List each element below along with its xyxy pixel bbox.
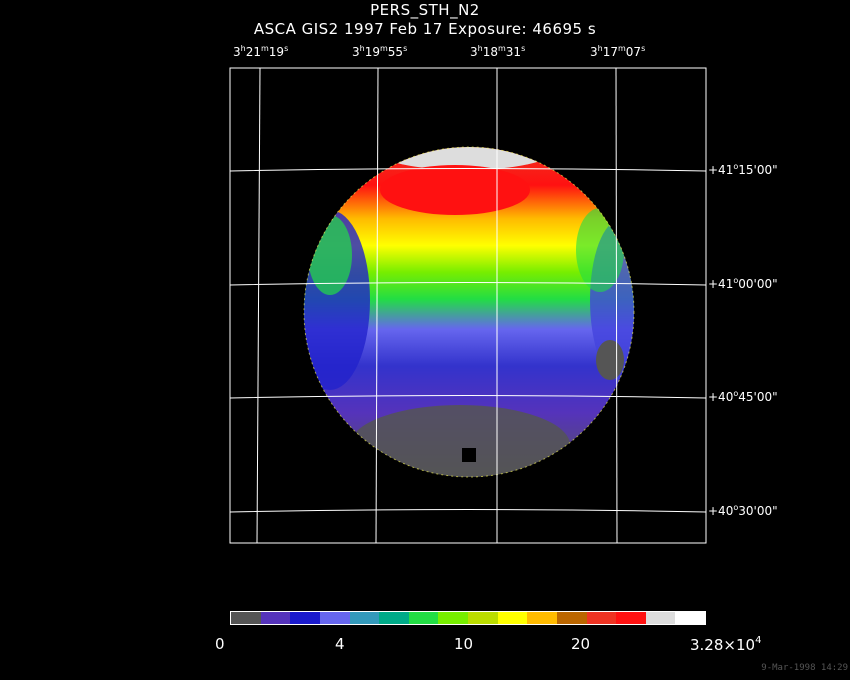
colorbar-segment <box>438 612 468 624</box>
colorbar-segment <box>527 612 557 624</box>
ra-tick-label: 3h17m07s <box>590 44 646 59</box>
colorbar-tick-label: 10 <box>454 635 474 653</box>
dec-tick-label: +40o30'00" <box>708 503 778 518</box>
coordinate-grid <box>229 67 707 544</box>
dec-tick-label: +41o15'00" <box>708 162 778 177</box>
colorbar-segment <box>645 612 676 624</box>
colorbar-segment <box>349 612 380 624</box>
ra-tick-label: 3h18m31s <box>470 44 526 59</box>
colorbar-segment <box>556 612 587 624</box>
colorbar-segment <box>468 612 498 624</box>
colorbar <box>230 611 706 625</box>
plot-subtitle: ASCA GIS2 1997 Feb 17 Exposure: 46695 s <box>253 20 597 38</box>
colorbar-segment <box>231 612 261 624</box>
detector-image <box>304 147 634 477</box>
ra-tick-label: 3h19m55s <box>352 44 408 59</box>
colorbar-segment <box>379 612 409 624</box>
colorbar-segment <box>319 612 350 624</box>
colorbar-segment <box>586 612 617 624</box>
colorbar-segment <box>675 612 705 624</box>
colorbar-tick-label: 4 <box>335 635 345 653</box>
plot-title: PERS_STH_N2 <box>370 1 480 19</box>
colorbar-segment <box>260 612 291 624</box>
colorbar-segment <box>616 612 646 624</box>
colorbar-segment <box>290 612 320 624</box>
colorbar-max-label: 3.28×104 <box>690 635 762 654</box>
colorbar-segment <box>408 612 439 624</box>
colorbar-tick-label: 0 <box>215 635 225 653</box>
colorbar-segment <box>497 612 528 624</box>
timestamp: 9-Mar-1998 14:29 <box>761 663 848 673</box>
dec-tick-label: +41o00'00" <box>708 276 778 291</box>
ra-tick-label: 3h21m19s <box>233 44 289 59</box>
colorbar-tick-label: 20 <box>571 635 591 653</box>
dec-tick-label: +40o45'00" <box>708 389 778 404</box>
